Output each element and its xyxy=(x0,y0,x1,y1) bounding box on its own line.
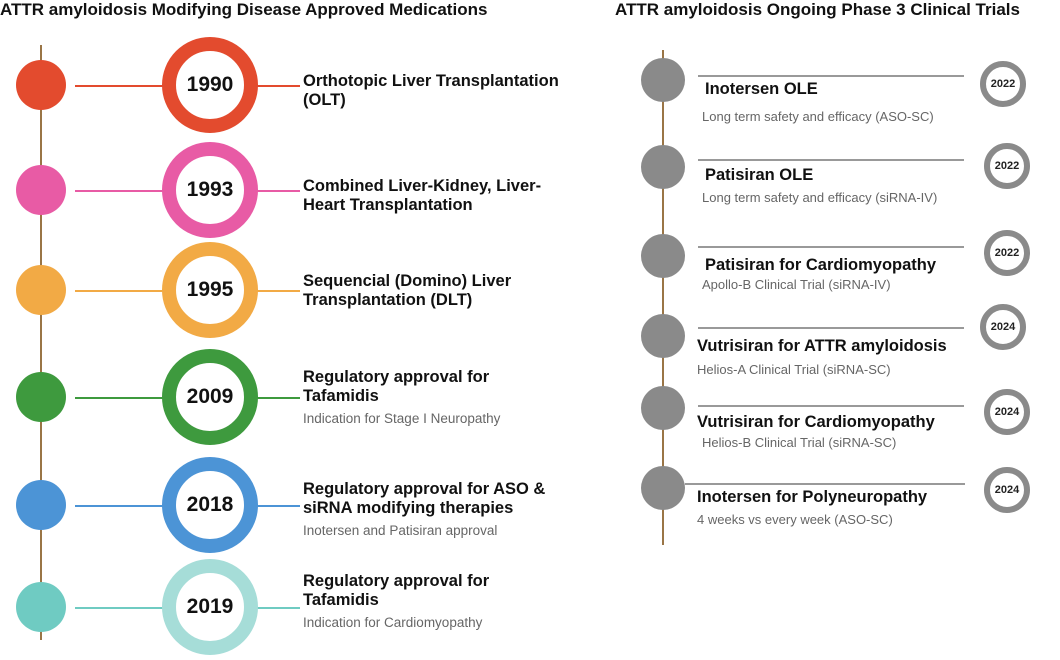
milestone-text: Sequencial (Domino) Liver Transplantatio… xyxy=(303,272,563,310)
trial-subtitle: Long term safety and efficacy (siRNA-IV) xyxy=(702,190,938,205)
year-label: 1990 xyxy=(186,73,234,96)
year-label: 2019 xyxy=(186,595,234,618)
trial-subtitle: Apollo-B Clinical Trial (siRNA-IV) xyxy=(702,277,891,292)
year-label: 2024 xyxy=(994,484,1020,496)
trial-dot xyxy=(641,314,685,358)
milestone-subtitle: Indication for Stage I Neuropathy xyxy=(303,411,501,426)
trial-subtitle: Helios-B Clinical Trial (siRNA-SC) xyxy=(702,435,897,450)
trial-dot xyxy=(641,58,685,102)
year-label: 2018 xyxy=(186,493,234,516)
year-label: 2022 xyxy=(990,78,1016,90)
connector-line xyxy=(75,190,165,192)
year-label: 2024 xyxy=(990,321,1016,333)
right-title: ATTR amyloidosis Ongoing Phase 3 Clinica… xyxy=(615,0,1020,19)
milestone-text: Regulatory approval for ASO & siRNA modi… xyxy=(303,480,563,538)
connector-line xyxy=(255,290,300,292)
year-ring: 2022 xyxy=(984,230,1030,276)
year-label: 2022 xyxy=(994,160,1020,172)
year-ring: 1995 xyxy=(162,242,258,338)
milestone-text: Combined Liver-Kidney, Liver-Heart Trans… xyxy=(303,177,563,215)
trial-divider xyxy=(698,159,964,161)
connector-line xyxy=(75,85,165,87)
trial-heading: Patisiran for Cardiomyopathy xyxy=(705,256,937,274)
year-ring: 2024 xyxy=(980,304,1026,350)
year-label: 2009 xyxy=(186,385,234,408)
trial-heading: Patisiran OLE xyxy=(705,166,814,184)
connector-line xyxy=(255,85,300,87)
connector-line xyxy=(255,190,300,192)
milestone-dot xyxy=(16,265,66,315)
trial-dot xyxy=(641,466,685,510)
year-label: 2024 xyxy=(994,406,1020,418)
connector-line xyxy=(75,290,165,292)
milestone-dot xyxy=(16,372,66,422)
left-timeline-axis xyxy=(40,45,42,640)
connector-line xyxy=(75,397,165,399)
milestone-subtitle: Indication for Cardiomyopathy xyxy=(303,615,483,630)
year-ring: 2024 xyxy=(984,467,1030,513)
milestone-dot xyxy=(16,582,66,632)
milestone-text: Orthotopic Liver Transplantation (OLT) xyxy=(303,72,563,110)
year-label: 2022 xyxy=(994,247,1020,259)
trial-divider xyxy=(698,405,964,407)
milestone-text: Regulatory approval for Tafamidis Indica… xyxy=(303,368,563,426)
year-ring: 2018 xyxy=(162,457,258,553)
year-ring: 1993 xyxy=(162,142,258,238)
trial-dot xyxy=(641,145,685,189)
milestone-dot xyxy=(16,60,66,110)
year-ring: 2024 xyxy=(984,389,1030,435)
trial-dot xyxy=(641,234,685,278)
trial-divider xyxy=(685,483,965,485)
trial-heading: Vutrisiran for ATTR amyloidosis xyxy=(697,337,947,355)
trial-heading: Inotersen for Polyneuropathy xyxy=(697,488,928,506)
right-timeline-axis xyxy=(662,50,664,545)
connector-line xyxy=(255,607,300,609)
milestone-dot xyxy=(16,165,66,215)
year-ring: 2019 xyxy=(162,559,258,655)
year-ring: 2009 xyxy=(162,349,258,445)
trial-subtitle: 4 weeks vs every week (ASO-SC) xyxy=(697,512,893,527)
trial-dot xyxy=(641,386,685,430)
year-ring: 1990 xyxy=(162,37,258,133)
milestone-heading: Regulatory approval for ASO & siRNA modi… xyxy=(303,480,546,517)
milestone-heading: Combined Liver-Kidney, Liver-Heart Trans… xyxy=(303,177,542,214)
milestone-heading: Regulatory approval for Tafamidis xyxy=(303,368,490,405)
trial-subtitle: Long term safety and efficacy (ASO-SC) xyxy=(702,109,934,124)
connector-line xyxy=(255,397,300,399)
year-label: 1993 xyxy=(186,178,234,201)
year-label: 1995 xyxy=(186,278,234,301)
trial-heading: Vutrisiran for Cardiomyopathy xyxy=(697,413,935,431)
connector-line xyxy=(255,505,300,507)
milestone-dot xyxy=(16,480,66,530)
connector-line xyxy=(75,607,165,609)
milestone-text: Regulatory approval for Tafamidis Indica… xyxy=(303,572,563,630)
trial-heading: Inotersen OLE xyxy=(705,80,818,98)
trial-divider xyxy=(698,75,964,77)
milestone-heading: Orthotopic Liver Transplantation (OLT) xyxy=(303,72,559,109)
trial-divider xyxy=(698,246,964,248)
milestone-subtitle: Inotersen and Patisiran approval xyxy=(303,523,498,538)
trial-divider xyxy=(698,327,964,329)
milestone-heading: Sequencial (Domino) Liver Transplantatio… xyxy=(303,272,512,309)
year-ring: 2022 xyxy=(984,143,1030,189)
year-ring: 2022 xyxy=(980,61,1026,107)
milestone-heading: Regulatory approval for Tafamidis xyxy=(303,572,490,609)
connector-line xyxy=(75,505,165,507)
trial-subtitle: Helios-A Clinical Trial (siRNA-SC) xyxy=(697,362,891,377)
left-title: ATTR amyloidosis Modifying Disease Appro… xyxy=(0,0,488,19)
